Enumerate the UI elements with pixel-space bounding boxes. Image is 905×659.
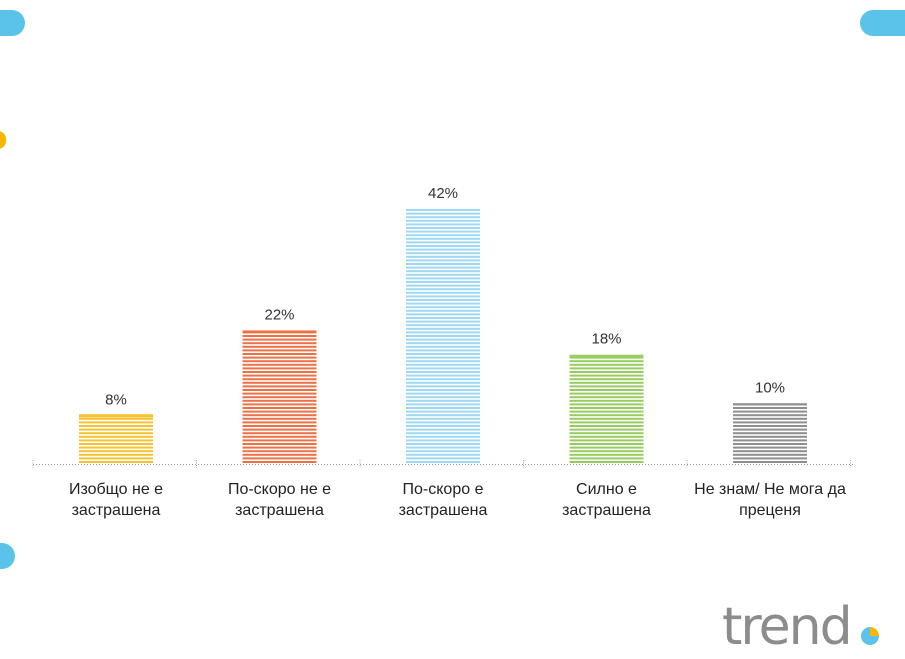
category-label: Не знам/ Не мога да преценя xyxy=(694,481,846,519)
decorative-pill-top-right xyxy=(860,10,905,36)
category-label: По-скоро не е застрашена xyxy=(227,481,332,519)
category-label: Силно е застрашена xyxy=(562,481,651,519)
data-label: 22% xyxy=(264,306,294,323)
bar xyxy=(79,414,153,463)
bar xyxy=(733,403,807,463)
bar xyxy=(242,330,317,463)
logo-pie-slice-yellow xyxy=(870,627,879,636)
decorative-pill-left xyxy=(0,543,15,569)
logo-pie-slice-blue xyxy=(861,627,879,645)
bar xyxy=(406,209,480,463)
data-label: 18% xyxy=(591,331,621,348)
data-label: 10% xyxy=(755,379,785,396)
data-label: 8% xyxy=(105,391,127,408)
bar xyxy=(569,354,644,463)
category-label: Изобщо не е застрашена xyxy=(68,481,164,519)
data-label: 42% xyxy=(428,185,458,202)
logo-wordmark: trend xyxy=(722,598,851,654)
category-label: По-скоро е застрашена xyxy=(398,481,488,519)
decorative-pill-top-left xyxy=(0,10,25,36)
trend-logo: trend xyxy=(722,598,879,654)
decorative-dot-left xyxy=(0,131,6,149)
bar-chart: 8% 22% 42% 18% 10% xyxy=(32,185,853,468)
